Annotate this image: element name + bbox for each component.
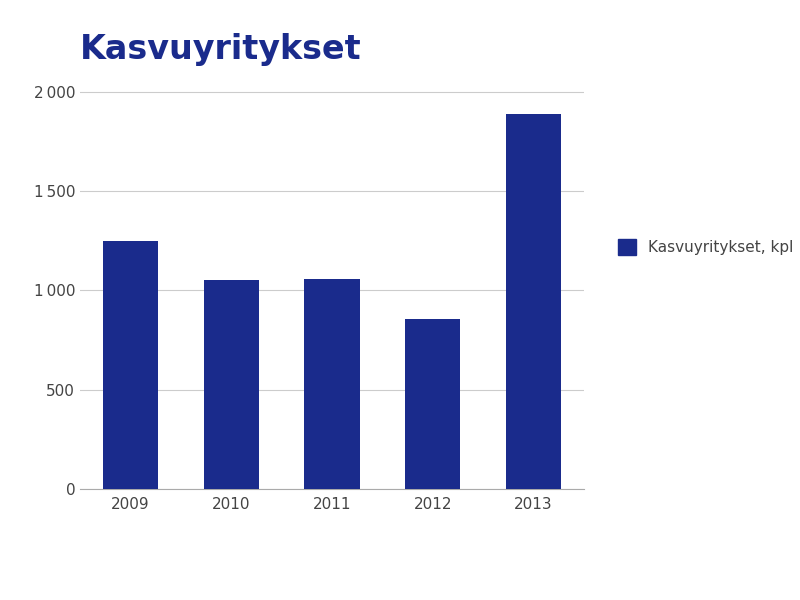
Bar bbox=[405, 319, 460, 489]
Bar bbox=[103, 241, 158, 489]
Bar bbox=[506, 113, 561, 489]
Text: Kasvuyritykset: Kasvuyritykset bbox=[80, 33, 362, 66]
Bar bbox=[304, 278, 360, 489]
Text: Kansainvälistymällä kasvua hakevan yrityksen liikevaihto ja/tai vienti kasvavat : Kansainvälistymällä kasvua hakevan yrity… bbox=[20, 533, 790, 547]
Bar bbox=[204, 280, 259, 489]
Text: Kasvuyritysmääritelmän muutoksen vuoksi vuoden 2013 luku ei ole täysin vertailuk: Kasvuyritysmääritelmän muutoksen vuoksi … bbox=[20, 570, 785, 584]
Legend: Kasvuyritykset, kpl: Kasvuyritykset, kpl bbox=[612, 233, 800, 261]
